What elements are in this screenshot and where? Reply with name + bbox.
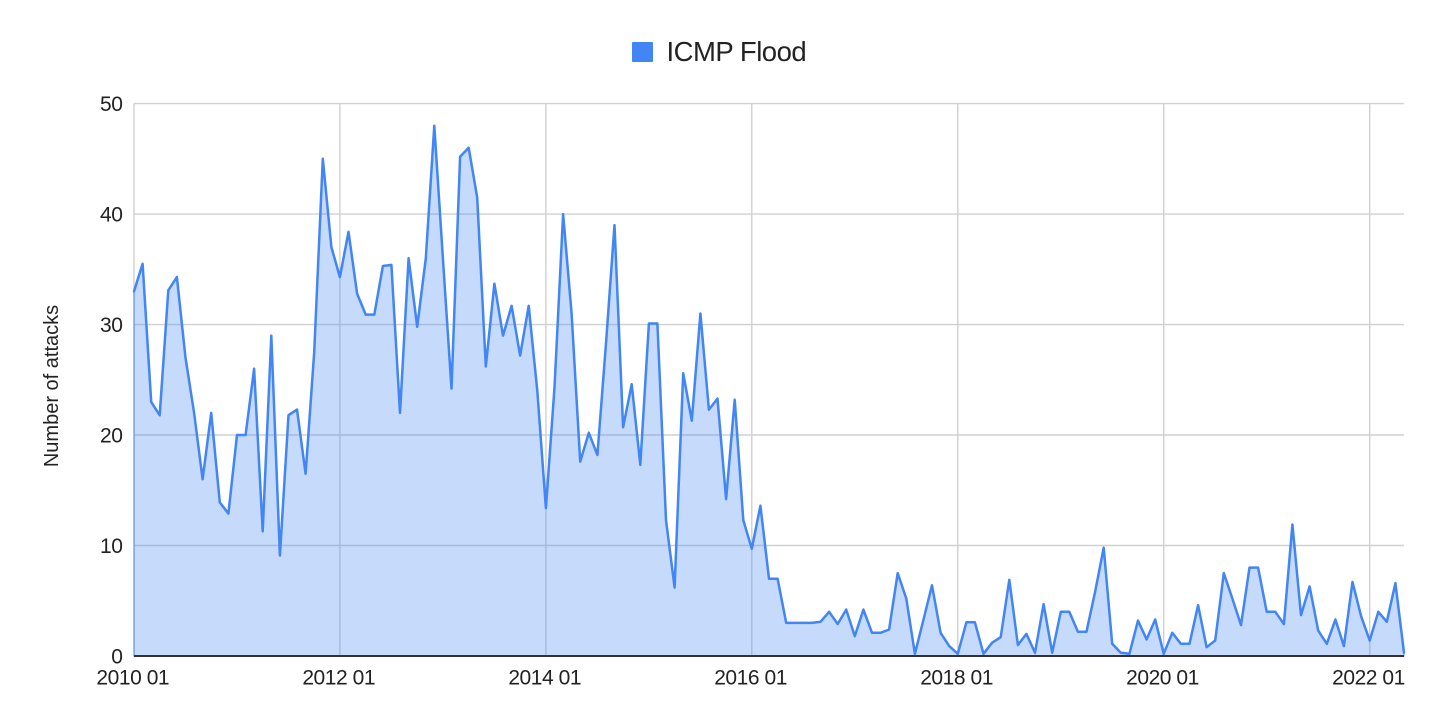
svg-text:2010 01: 2010 01 xyxy=(96,667,169,690)
svg-text:2016 01: 2016 01 xyxy=(714,667,787,690)
svg-text:40: 40 xyxy=(100,204,122,227)
svg-text:0: 0 xyxy=(111,646,122,669)
svg-text:2020 01: 2020 01 xyxy=(1126,667,1199,690)
svg-text:30: 30 xyxy=(100,314,122,337)
svg-text:Number of attacks: Number of attacks xyxy=(41,305,63,467)
svg-text:2014 01: 2014 01 xyxy=(508,667,581,690)
svg-text:2012 01: 2012 01 xyxy=(302,667,375,690)
svg-text:20: 20 xyxy=(100,425,122,448)
svg-text:ICMP Flood: ICMP Flood xyxy=(667,36,807,67)
svg-text:2022 01: 2022 01 xyxy=(1332,667,1405,690)
svg-text:50: 50 xyxy=(100,93,122,116)
svg-text:10: 10 xyxy=(100,535,122,558)
svg-text:2018 01: 2018 01 xyxy=(920,667,993,690)
